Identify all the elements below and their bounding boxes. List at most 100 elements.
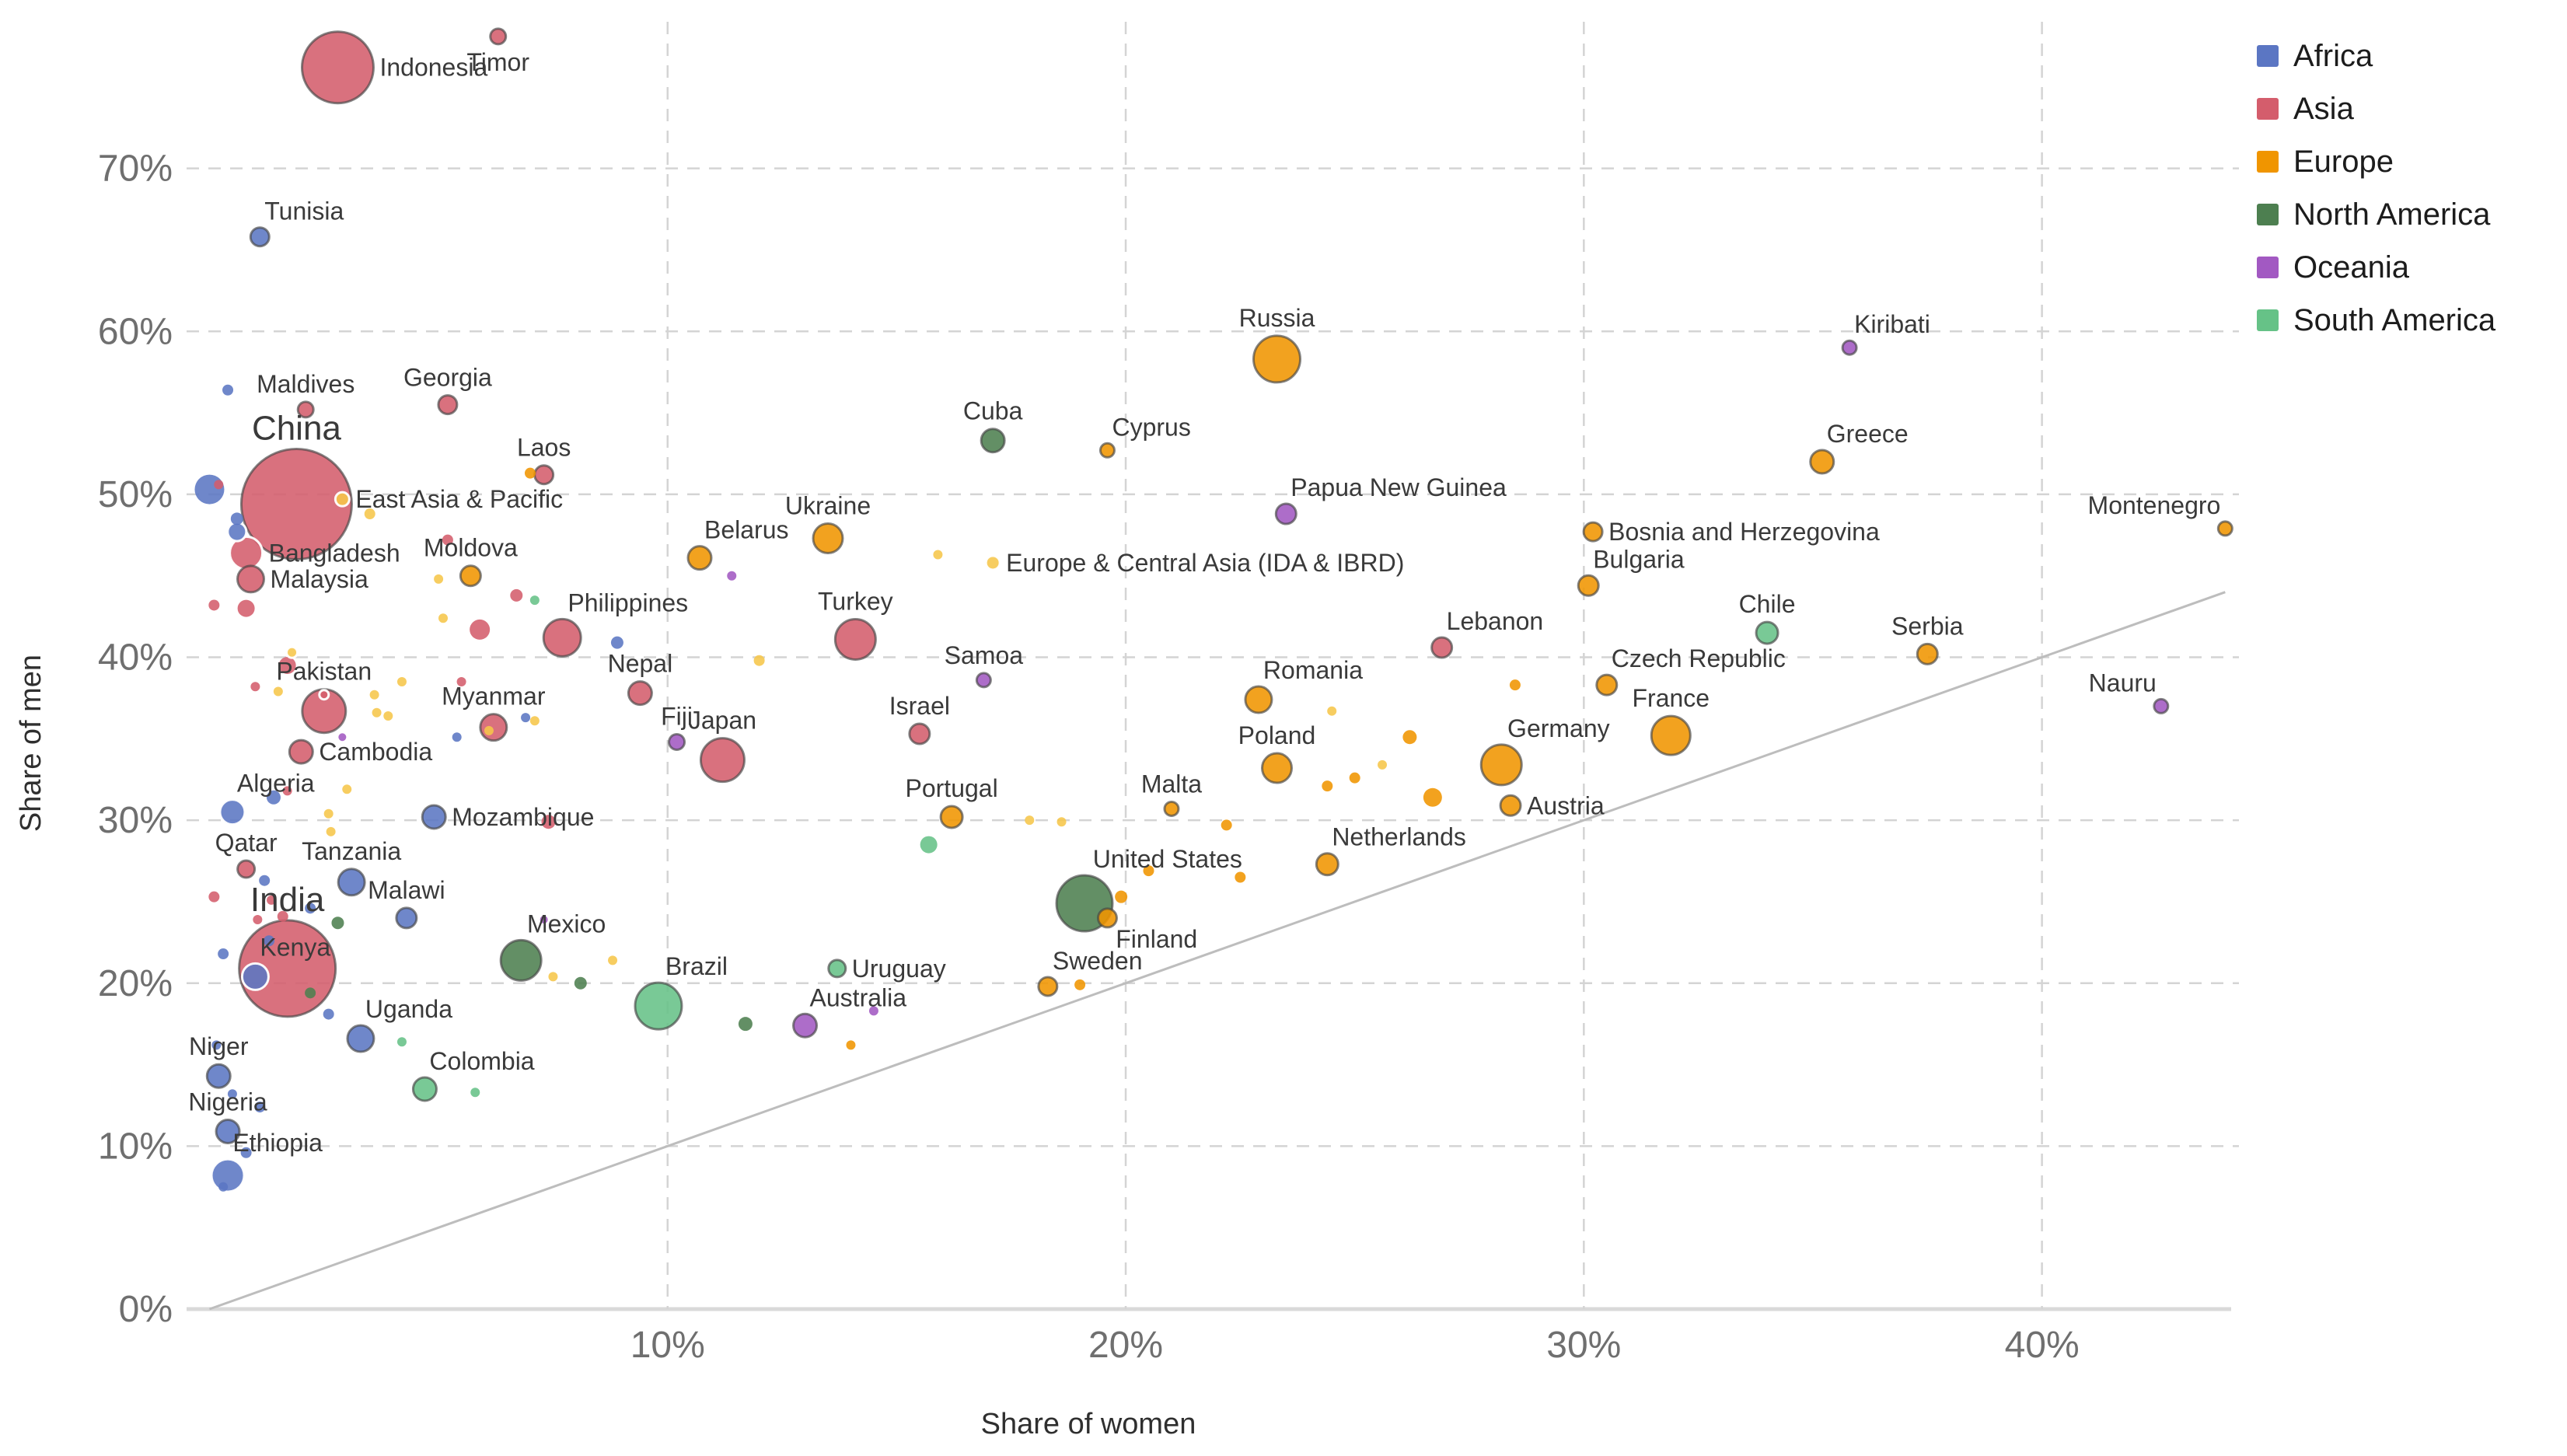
background-point[interactable]: [264, 935, 275, 947]
background-point[interactable]: [194, 474, 225, 505]
point-malawi[interactable]: [395, 906, 418, 930]
background-point[interactable]: [456, 676, 466, 686]
point-ukraine[interactable]: [812, 522, 844, 554]
background-point[interactable]: [753, 655, 765, 666]
background-point[interactable]: [342, 784, 352, 794]
background-point[interactable]: [1402, 730, 1417, 745]
point-greece[interactable]: [1809, 449, 1835, 475]
background-point[interactable]: [211, 1040, 222, 1050]
legend-item-oceania[interactable]: Oceania: [2257, 250, 2410, 285]
background-point[interactable]: [285, 645, 299, 659]
background-point[interactable]: [278, 657, 296, 674]
background-point[interactable]: [253, 915, 263, 925]
background-point[interactable]: [1349, 772, 1360, 784]
point-austria[interactable]: [1499, 794, 1522, 817]
background-point[interactable]: [1509, 679, 1521, 691]
point-china[interactable]: [239, 447, 353, 560]
point-europe-central-asia-ida-ibrd[interactable]: [984, 554, 1001, 571]
background-point[interactable]: [442, 534, 453, 546]
point-israel[interactable]: [908, 722, 931, 745]
point-chile[interactable]: [1755, 620, 1779, 645]
point-turkey[interactable]: [833, 617, 877, 661]
background-point[interactable]: [364, 508, 375, 520]
background-point[interactable]: [1327, 706, 1337, 716]
point-uruguay[interactable]: [827, 958, 847, 979]
background-point[interactable]: [529, 716, 540, 726]
background-point[interactable]: [1378, 759, 1388, 770]
background-point[interactable]: [369, 690, 379, 700]
background-point[interactable]: [214, 480, 224, 490]
background-point[interactable]: [305, 987, 316, 999]
legend-item-africa[interactable]: Africa: [2257, 39, 2373, 73]
point-finland[interactable]: [1096, 907, 1118, 929]
point-papua-new-guinea[interactable]: [1274, 502, 1297, 525]
point-malta[interactable]: [1163, 800, 1180, 817]
point-kiribati[interactable]: [1841, 339, 1858, 356]
point-colombia[interactable]: [411, 1076, 438, 1102]
background-point[interactable]: [372, 707, 382, 718]
background-point[interactable]: [933, 550, 943, 560]
point-serbia[interactable]: [1916, 642, 1939, 665]
background-point[interactable]: [529, 595, 540, 606]
background-point[interactable]: [434, 574, 444, 584]
background-point[interactable]: [524, 467, 536, 479]
legend-item-europe[interactable]: Europe: [2257, 145, 2394, 179]
background-point[interactable]: [326, 826, 336, 836]
point-timor[interactable]: [489, 27, 508, 46]
background-point[interactable]: [1074, 979, 1086, 990]
background-point[interactable]: [218, 948, 229, 960]
legend-item-north-america[interactable]: North America: [2257, 197, 2491, 232]
background-point[interactable]: [1143, 865, 1154, 877]
point-bulgaria[interactable]: [1577, 574, 1600, 597]
point-australia[interactable]: [792, 1012, 819, 1039]
point-lebanon[interactable]: [1430, 636, 1454, 659]
point-algeria[interactable]: [218, 798, 246, 826]
point-nauru[interactable]: [2153, 697, 2170, 714]
background-point[interactable]: [610, 636, 623, 649]
background-point[interactable]: [259, 875, 271, 886]
point-russia[interactable]: [1252, 334, 1301, 384]
point-tanzania[interactable]: [337, 868, 366, 897]
background-point[interactable]: [540, 916, 548, 924]
point-moldova[interactable]: [459, 564, 482, 588]
point-brazil[interactable]: [634, 981, 683, 1031]
point-france[interactable]: [1650, 714, 1692, 756]
background-point[interactable]: [227, 1089, 237, 1099]
point-germany[interactable]: [1479, 743, 1523, 787]
background-point[interactable]: [277, 910, 288, 922]
background-point[interactable]: [396, 676, 407, 686]
point-tunisia[interactable]: [249, 226, 271, 248]
background-point[interactable]: [230, 512, 243, 525]
point-fiji[interactable]: [668, 733, 686, 752]
background-point[interactable]: [331, 917, 344, 930]
point-philippines[interactable]: [542, 617, 582, 658]
background-point[interactable]: [226, 521, 248, 543]
background-point[interactable]: [521, 713, 531, 723]
background-point[interactable]: [727, 571, 737, 581]
background-point[interactable]: [1115, 890, 1128, 903]
background-point[interactable]: [250, 682, 260, 692]
point-myanmar[interactable]: [479, 713, 508, 742]
background-point[interactable]: [318, 689, 330, 701]
point-czech-republic[interactable]: [1595, 673, 1619, 697]
point-cuba[interactable]: [980, 428, 1006, 454]
background-point[interactable]: [484, 725, 494, 735]
background-point[interactable]: [383, 711, 393, 721]
background-point[interactable]: [323, 808, 334, 819]
point-kenya[interactable]: [240, 962, 270, 991]
point-cyprus[interactable]: [1098, 442, 1116, 459]
background-point[interactable]: [237, 599, 255, 617]
background-point[interactable]: [470, 619, 491, 640]
background-point[interactable]: [470, 1088, 480, 1098]
point-poland[interactable]: [1261, 752, 1293, 784]
background-point[interactable]: [240, 1147, 252, 1158]
point-montenegro[interactable]: [2216, 520, 2233, 537]
background-point[interactable]: [452, 732, 462, 742]
point-nigeria[interactable]: [215, 1119, 241, 1145]
background-point[interactable]: [218, 1182, 229, 1192]
point-maldives[interactable]: [296, 400, 315, 419]
point-bosnia-and-herzegovina[interactable]: [1582, 521, 1604, 543]
point-mozambique[interactable]: [421, 804, 447, 830]
background-point[interactable]: [438, 613, 448, 623]
background-point[interactable]: [208, 599, 220, 611]
